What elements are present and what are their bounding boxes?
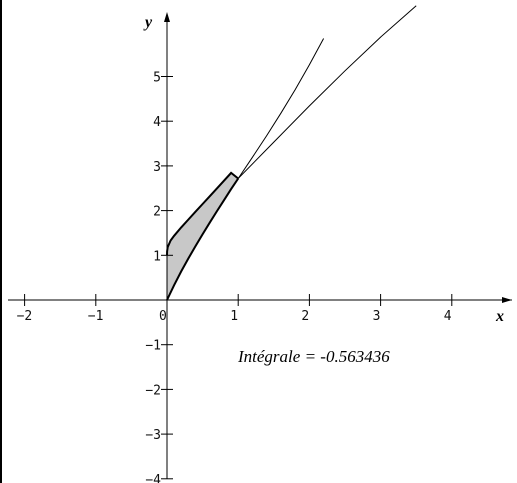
x-axis-arrow: [502, 297, 512, 303]
y-tick-label: −4: [145, 473, 161, 483]
integral-annotation: Intégrale = -0.563436: [237, 347, 390, 366]
y-tick-label: 5: [153, 71, 161, 86]
curves: [166, 5, 417, 301]
y-tick-label: −3: [145, 428, 161, 443]
x-tick-label: −2: [17, 309, 33, 324]
x-axis-label: x: [495, 308, 504, 325]
series-line-shaded-part: [166, 171, 239, 256]
shaded-area-layer: [167, 172, 239, 300]
y-tick-label: −2: [145, 383, 161, 398]
y-axis-arrow: [164, 12, 170, 22]
x-tick-label: 1: [230, 309, 238, 324]
y-tick-label: 1: [153, 249, 161, 264]
y-tick-label: 2: [153, 205, 161, 220]
y-tick-label: 4: [153, 115, 161, 130]
y-axis-label: y: [143, 14, 153, 31]
series-line-shaded-part: [166, 177, 240, 301]
x-tick-label: −1: [88, 309, 104, 324]
shaded-area: [167, 172, 239, 300]
series-line: [166, 38, 325, 301]
ticks: −2 −1 0 1 2 3 4 −4 −3 −2 −1 1 2 3 4 5: [17, 71, 453, 483]
x-tick-label: 4: [444, 309, 452, 324]
y-tick-label: 3: [153, 160, 161, 175]
x-tick-label: 3: [373, 309, 381, 324]
x-tick-label: 0: [159, 309, 167, 324]
x-tick-label: 2: [301, 309, 309, 324]
y-tick-label: −1: [145, 339, 161, 354]
